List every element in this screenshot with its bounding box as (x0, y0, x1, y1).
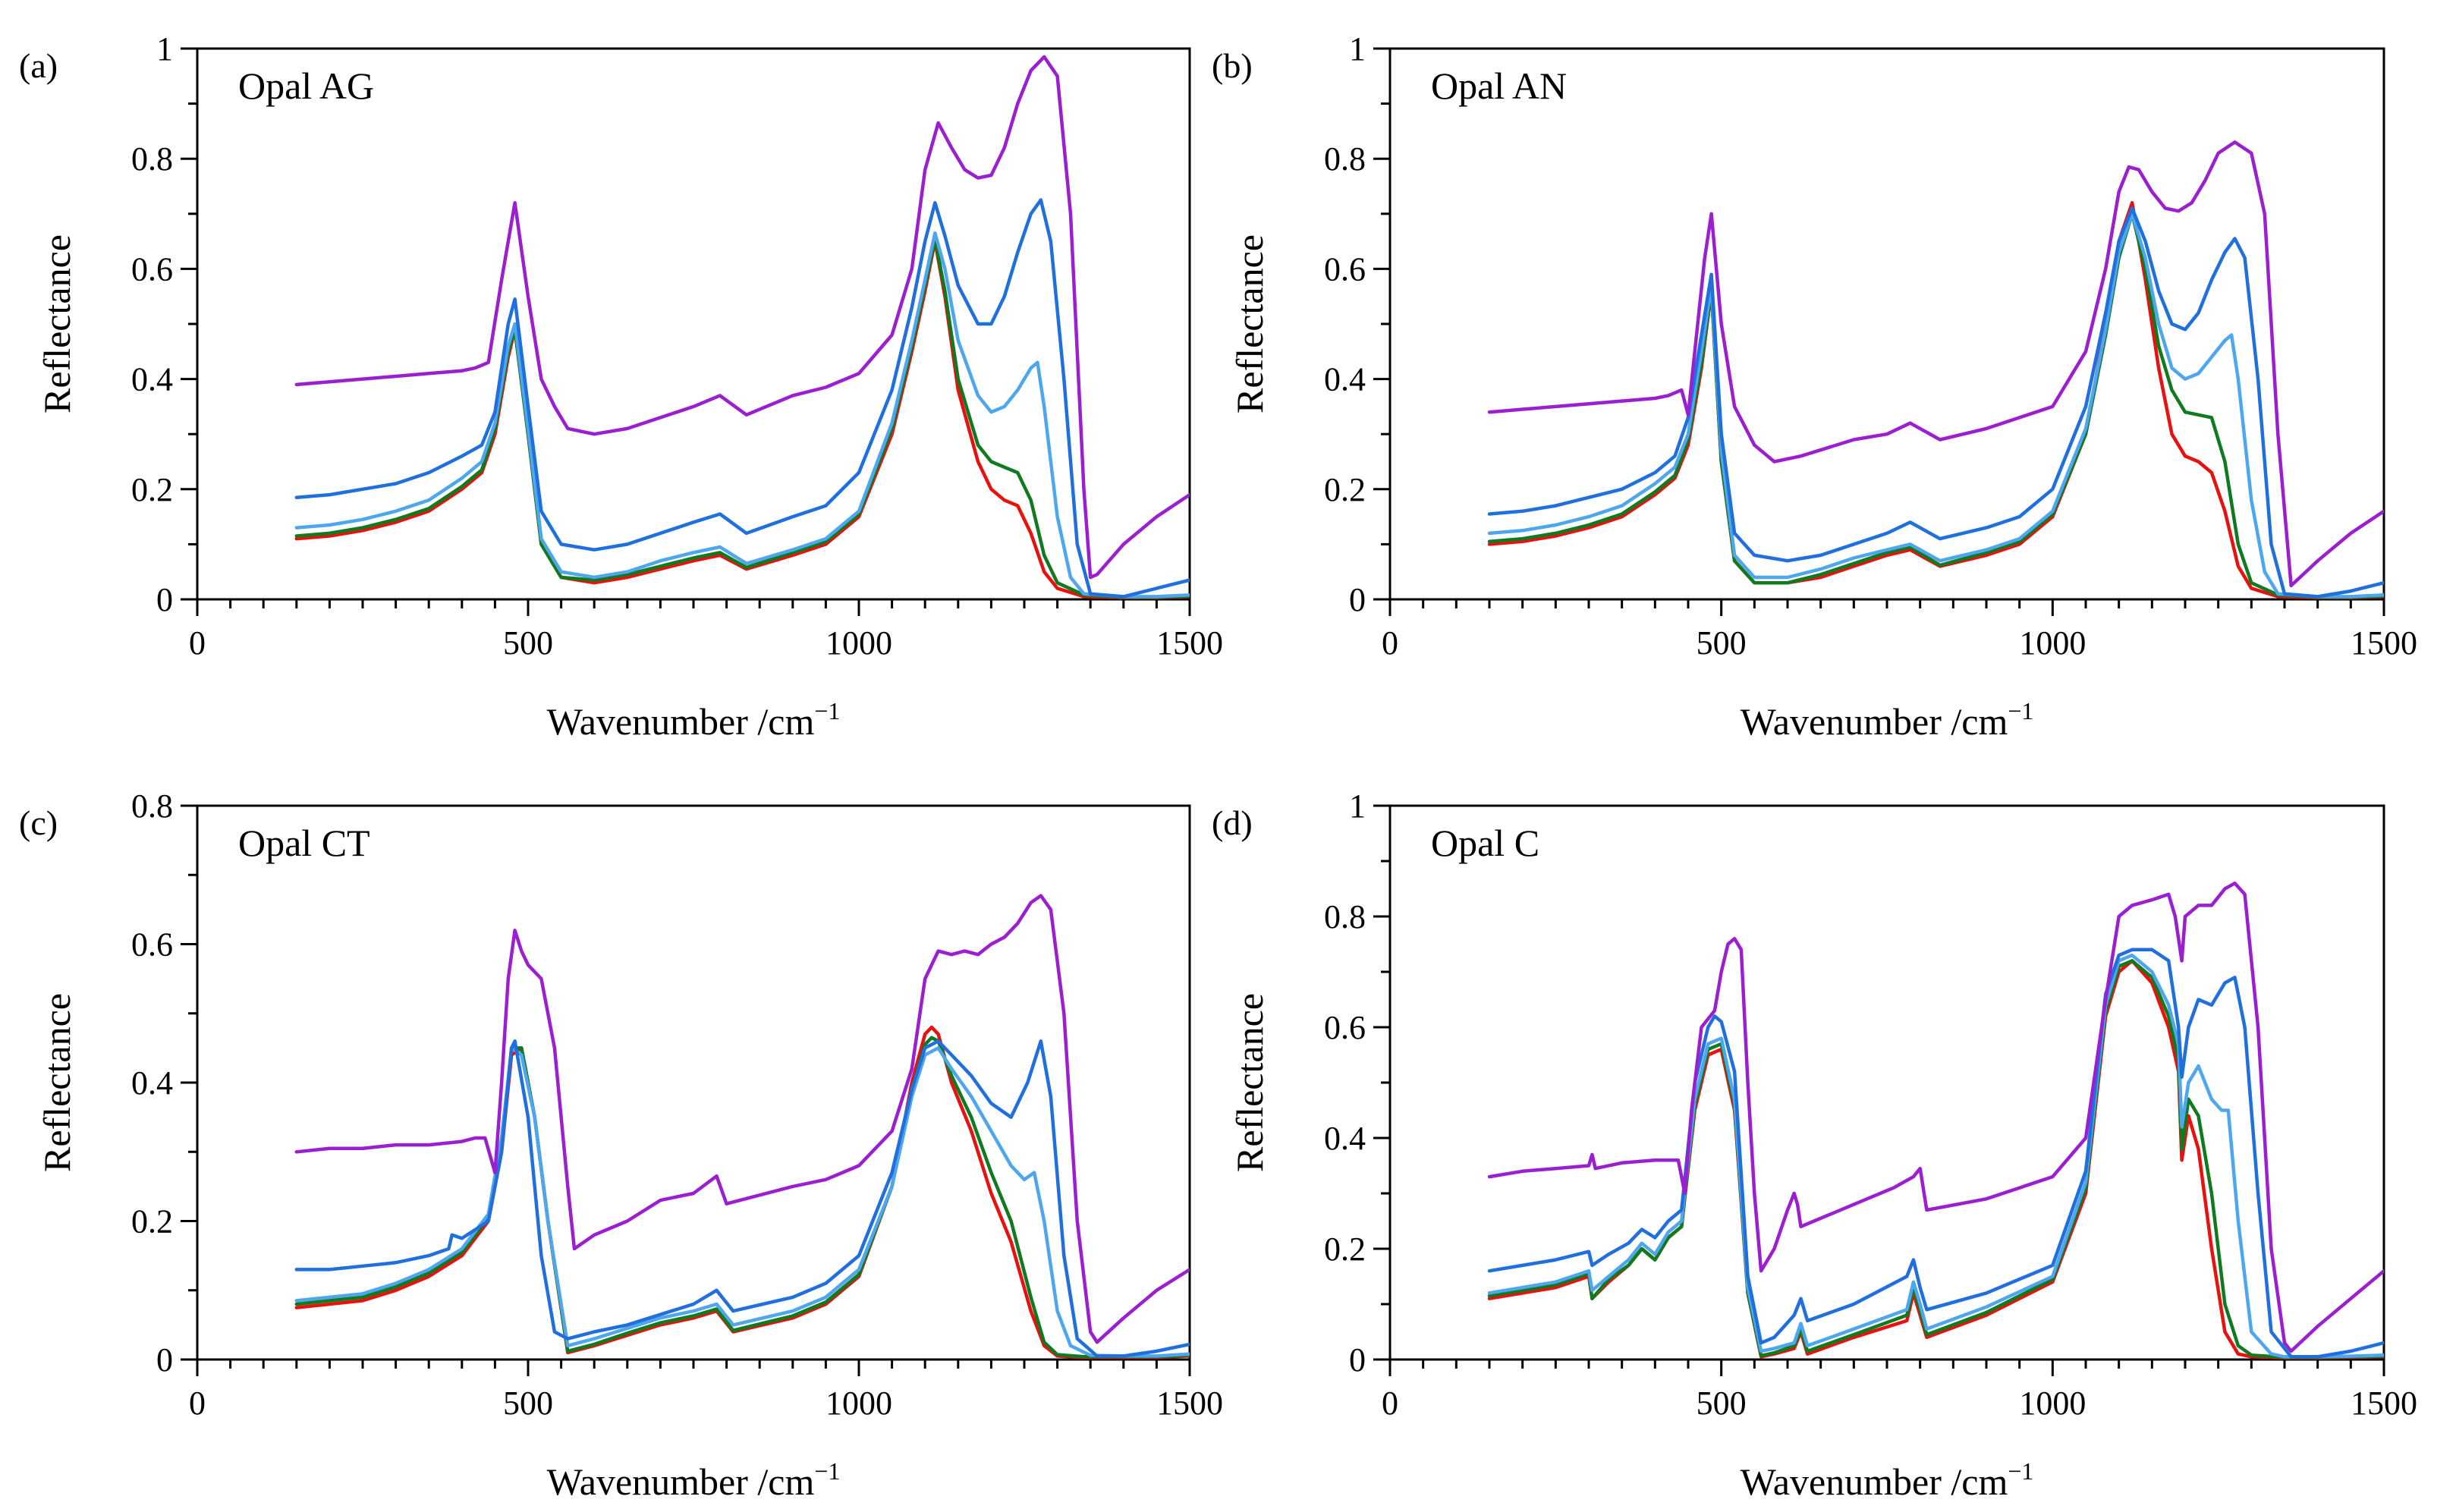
series-line-blue (294, 198, 1190, 599)
y-tick-label: 0 (156, 581, 173, 618)
x-tick-label: 1500 (2351, 624, 2417, 662)
series-group (294, 894, 1190, 1360)
x-tick-label: 500 (1697, 624, 1747, 662)
series-line-light-blue (294, 231, 1190, 599)
x-axis-label-text: Wavenumber /cm (547, 1460, 815, 1503)
y-tick-label: 0.8 (1324, 140, 1366, 178)
y-axis-label: Reflectance (36, 993, 78, 1172)
y-tick-label: 0.6 (131, 250, 173, 288)
x-tick-label: 0 (189, 624, 206, 662)
x-tick-label: 500 (1697, 1385, 1747, 1422)
y-tick-label: 0.4 (131, 1064, 173, 1102)
x-axis-label-text: Wavenumber /cm (1741, 1460, 2008, 1503)
x-axis-label: Wavenumber /cm−1 (1741, 697, 2034, 743)
series-line-light-blue (294, 1046, 1190, 1358)
y-axis-label: Reflectance (1228, 993, 1271, 1172)
plot-frame (1388, 804, 2385, 1361)
y-tick-label: 0.2 (131, 471, 173, 508)
series-line-light-blue (1487, 953, 2384, 1359)
x-tick-label: 1000 (2019, 1385, 2086, 1422)
x-tick-label: 500 (503, 624, 553, 662)
y-tick-label: 1 (1349, 30, 1366, 68)
x-axis-label-text: Wavenumber /cm (547, 700, 815, 743)
series-line-light-blue (1487, 212, 2384, 599)
x-tick-label: 1000 (2019, 624, 2086, 662)
y-tick-label: 0 (1349, 1341, 1366, 1378)
series-group (1487, 140, 2384, 599)
series-line-purple (1487, 881, 2384, 1353)
series-group (1487, 881, 2384, 1360)
plot-frame (196, 47, 1191, 601)
x-tick-label: 0 (189, 1385, 206, 1422)
x-tick-label: 1000 (825, 624, 892, 662)
series-line-blue (1487, 206, 2384, 599)
series-line-red (1487, 959, 2384, 1360)
y-axis-label: Reflectance (36, 234, 78, 413)
panel-a: 0 500 1000 1500 0 0.2 0.4 0.6 0.8 1 Wavenumber /cm… (19, 30, 1223, 743)
series-line-blue (294, 1039, 1190, 1358)
series-line-green (294, 237, 1190, 599)
x-tick-label: 1500 (1156, 624, 1223, 662)
y-tick-label: 0.2 (131, 1203, 173, 1240)
x-axis-label-superscript: −1 (2008, 1457, 2033, 1485)
y-tick-label: 0 (1349, 581, 1366, 618)
panel-letter: (a) (19, 46, 58, 85)
series-line-purple (1487, 140, 2384, 588)
y-tick-label: 0.6 (131, 926, 173, 963)
x-tick-label: 1500 (1156, 1385, 1223, 1422)
y-tick-label: 0.4 (1324, 361, 1366, 398)
x-axis-label-superscript: −1 (2008, 697, 2033, 725)
y-tick-label: 0.4 (1324, 1120, 1366, 1157)
x-axis-label: Wavenumber /cm−1 (1741, 1457, 2034, 1503)
y-tick-label: 0 (156, 1341, 173, 1378)
panel-d: 0 500 1000 1500 0 0.2 0.4 0.6 0.8 1 Wavenumber /cm… (1212, 787, 2417, 1503)
y-tick-label: 0.8 (1324, 898, 1366, 935)
panel-title: Opal AN (1431, 64, 1567, 107)
y-tick-label: 0.8 (131, 787, 173, 825)
series-line-purple (294, 55, 1190, 580)
plot-frame (196, 804, 1191, 1361)
x-axis-label-text: Wavenumber /cm (1741, 700, 2008, 743)
x-axis-label: Wavenumber /cm−1 (547, 697, 841, 743)
x-axis-label-superscript: −1 (814, 697, 840, 725)
x-tick-label: 1500 (2351, 1385, 2417, 1422)
panel-c: 0 500 1000 1500 0 0.2 0.4 0.6 0.8 Wavenumber /cm−… (19, 787, 1223, 1503)
y-tick-label: 0.6 (1324, 250, 1366, 288)
y-tick-label: 1 (1349, 787, 1366, 825)
y-tick-label: 0.8 (131, 140, 173, 178)
series-line-green (1487, 959, 2384, 1360)
panel-title: Opal AG (238, 64, 374, 107)
panel-title: Opal C (1431, 822, 1539, 864)
y-tick-label: 0.2 (1324, 471, 1366, 508)
y-tick-label: 0.6 (1324, 1009, 1366, 1046)
y-tick-label: 1 (156, 30, 173, 68)
y-tick-label: 0.2 (1324, 1231, 1366, 1268)
y-axis-label: Reflectance (1228, 234, 1271, 413)
y-tick-label: 0.4 (131, 361, 173, 398)
series-line-green (1487, 212, 2384, 599)
panel-letter: (c) (19, 803, 58, 842)
x-axis-label: Wavenumber /cm−1 (547, 1457, 841, 1503)
series-group (294, 55, 1190, 599)
x-tick-label: 0 (1382, 1385, 1398, 1422)
x-tick-label: 1000 (825, 1385, 892, 1422)
series-line-blue (1487, 948, 2384, 1359)
x-axis-label-superscript: −1 (814, 1457, 840, 1485)
panel-b: 0 500 1000 1500 0 0.2 0.4 0.6 0.8 1 Wavenumber /cm… (1212, 30, 2417, 743)
panel-letter: (b) (1212, 46, 1253, 85)
series-line-purple (294, 894, 1190, 1344)
panel-letter: (d) (1212, 803, 1253, 842)
panel-title: Opal CT (238, 822, 370, 864)
x-tick-label: 0 (1382, 624, 1398, 662)
x-tick-label: 500 (503, 1385, 553, 1422)
